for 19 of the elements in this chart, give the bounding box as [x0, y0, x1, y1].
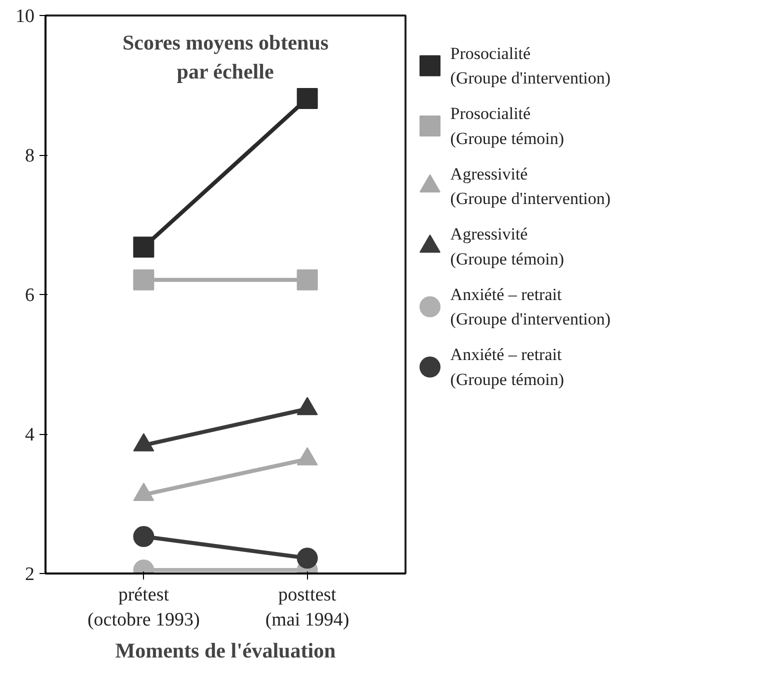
text: Scores moyens obtenus par échelle: [122, 30, 329, 84]
legend-label: Prosocialité (Groupe témoin): [450, 104, 564, 148]
y-tick-label: 4: [25, 424, 35, 446]
y-tick-label: 2: [25, 564, 34, 585]
y-tick-label: 8: [25, 146, 34, 166]
x-tick-label: prétest (octobre 1993): [87, 584, 200, 631]
point: [296, 88, 318, 110]
legend-label: Anxiété – retrait (Groupe d'intervention): [450, 284, 611, 329]
legend-label: Anxiété – retrait (Groupe témoin): [450, 345, 564, 389]
point: [133, 236, 154, 258]
point: [296, 269, 318, 290]
point: [133, 269, 154, 290]
legend-label: Prosocialité (Groupe d'intervention): [450, 44, 611, 88]
x-tick-label: posttest (mai 1994): [265, 584, 350, 631]
y-tick-label: 6: [25, 285, 34, 306]
x-axis-title: Moments de l'évaluation: [115, 638, 336, 663]
y-tick-label: 10: [16, 6, 34, 27]
legend-label: Agressivité (Groupe témoin): [450, 224, 564, 268]
legend-label: Agressivité (Groupe d'intervention): [450, 164, 611, 208]
